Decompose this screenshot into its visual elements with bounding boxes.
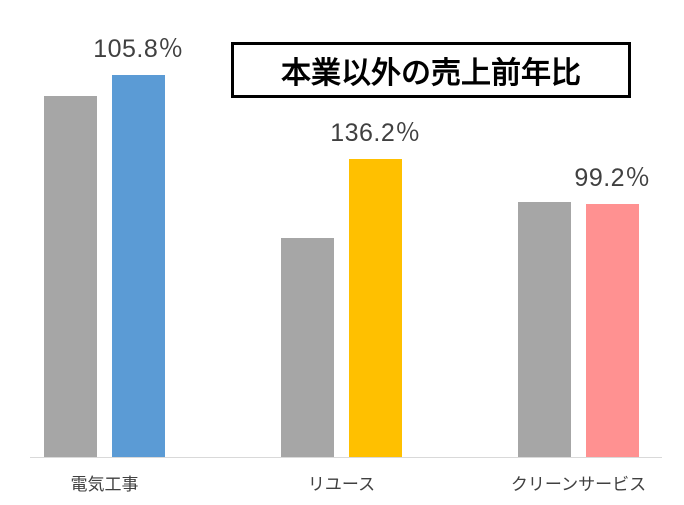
chart-title: 本業以外の売上前年比	[231, 42, 631, 98]
bar-group: 99.2％ クリーンサービス	[511, 164, 650, 494]
bar-previous-year	[44, 96, 97, 458]
data-label: 99.2％	[574, 164, 651, 192]
data-label: 136.2％	[330, 119, 421, 147]
bar-current-year: 136.2％	[330, 119, 420, 458]
bar-pair: 105.8％	[44, 35, 183, 458]
bar-pair: 136.2％	[281, 119, 420, 458]
bar-pair: 99.2％	[518, 164, 650, 458]
plot-area: 105.8％ 電気工事 136.2％ リユース 99.2％ クリーンサービス	[44, 35, 650, 494]
bar-previous-year	[518, 202, 571, 458]
category-label: 電気工事	[70, 475, 139, 494]
category-label: リユース	[307, 475, 376, 494]
bar-current-year: 105.8％	[93, 35, 183, 458]
x-axis-line	[30, 457, 662, 458]
data-label: 105.8％	[93, 35, 184, 63]
bar-previous-year	[281, 238, 334, 458]
bar-group: 136.2％ リユース	[281, 119, 420, 494]
bar-group: 105.8％ 電気工事	[44, 35, 183, 494]
category-label: クリーンサービス	[510, 475, 647, 494]
bar-current-year: 99.2％	[574, 164, 650, 458]
